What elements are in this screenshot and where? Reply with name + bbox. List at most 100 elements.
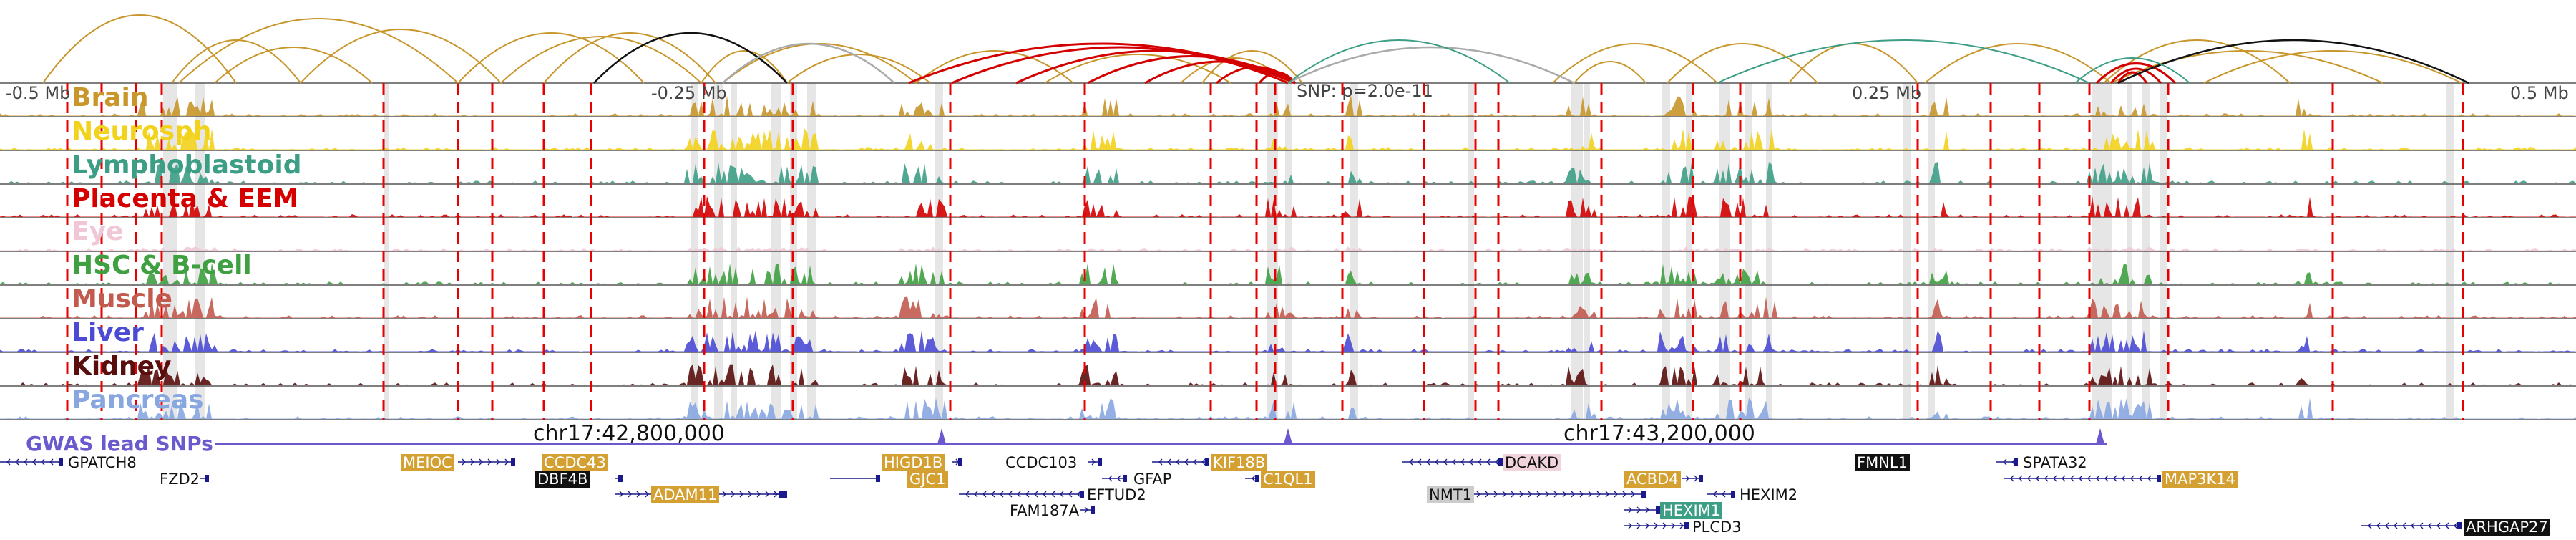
strand-chevron: [1588, 491, 1592, 498]
strand-chevron: [2070, 475, 2074, 482]
strand-chevron: [2130, 475, 2135, 482]
strand-chevron: [2139, 475, 2143, 482]
strand-chevron: [1553, 491, 1558, 498]
gene-exon: [1731, 491, 1735, 498]
gene-label-gpatch8: GPATCH8: [68, 454, 137, 471]
gene-label-acbd4: ACBD4: [1624, 471, 1681, 488]
strand-chevron: [487, 458, 492, 466]
gene-label-dbf4b: DBF4B: [535, 471, 590, 488]
gene-label-higd1b: HIGD1B: [882, 454, 945, 471]
coordinate-label-2: chr17:43,200,000: [1563, 421, 1755, 446]
gene-exon: [876, 475, 880, 482]
strand-chevron: [1622, 491, 1626, 498]
interaction-arc: [1144, 60, 1296, 85]
strand-chevron: [1502, 491, 1506, 498]
strand-chevron: [2454, 522, 2458, 529]
strand-chevron: [6, 458, 11, 466]
gwas-lead-snps-label: GWAS lead SNPs: [26, 432, 213, 455]
gene-label-kif18b: KIF18B: [1211, 454, 1268, 471]
strand-chevron: [41, 458, 45, 466]
strand-chevron: [2104, 475, 2109, 482]
gene-exon: [1080, 491, 1084, 498]
strand-chevron: [1536, 491, 1541, 498]
gene-exon: [59, 458, 63, 466]
strand-chevron: [462, 458, 466, 466]
interaction-arc: [300, 29, 502, 84]
gene-label-spata32: SPATA32: [2023, 454, 2087, 471]
strand-chevron: [1051, 491, 1055, 498]
strand-chevron: [1476, 491, 1480, 498]
strand-chevron: [1694, 475, 1698, 482]
strand-chevron: [2096, 475, 2100, 482]
strand-chevron: [2053, 475, 2057, 482]
interaction-arc: [1216, 66, 1296, 85]
track-label-kidney: Kidney: [72, 352, 172, 381]
gene-label-hexim2: HEXIM2: [1740, 486, 1798, 503]
strand-chevron: [1628, 506, 1632, 514]
gene-label-hexim1: HEXIM1: [1660, 502, 1723, 519]
strand-chevron: [1193, 458, 1197, 466]
strand-chevron: [1486, 458, 1491, 466]
strand-chevron: [1167, 458, 1171, 466]
strand-chevron: [470, 458, 474, 466]
axis-label-left-mid: -0.25 Mb: [651, 83, 727, 103]
strand-chevron: [1671, 522, 1675, 529]
strand-chevron: [756, 491, 761, 498]
strand-chevron: [1645, 522, 1649, 529]
gene-exon: [779, 491, 784, 498]
gene-exon: [511, 458, 515, 466]
strand-chevron: [2411, 522, 2415, 529]
track-label-brain: Brain: [72, 83, 149, 112]
strand-chevron: [1108, 475, 1113, 482]
coverage-track: [0, 364, 2576, 385]
strand-chevron: [15, 458, 19, 466]
strand-chevron: [645, 491, 649, 498]
strand-chevron: [2402, 522, 2406, 529]
coverage-track: [0, 296, 2576, 318]
strand-chevron: [1091, 458, 1096, 466]
gene-label-plcd3: PLCD3: [1692, 519, 1742, 536]
strand-chevron: [32, 458, 36, 466]
strand-chevron: [1614, 491, 1618, 498]
strand-chevron: [1579, 491, 1584, 498]
strand-chevron: [49, 458, 54, 466]
strand-chevron: [1662, 522, 1667, 529]
interaction-arc: [1574, 61, 1646, 84]
interaction-arc: [1924, 43, 2112, 84]
strand-chevron: [24, 458, 28, 466]
track-label-pancreas: Pancreas: [72, 385, 204, 415]
strand-chevron: [628, 491, 632, 498]
gene-exon: [1098, 458, 1102, 466]
strand-chevron: [1631, 491, 1635, 498]
strand-chevron: [1636, 506, 1641, 514]
strand-chevron: [1077, 491, 1081, 498]
axis-label-left: -0.5 Mb: [6, 83, 71, 103]
gene-label-nmt1: NMT1: [1427, 486, 1475, 503]
gene-label-adam11: ADAM11: [651, 486, 720, 503]
strand-chevron: [1645, 506, 1649, 514]
strand-chevron: [748, 491, 752, 498]
strand-chevron: [1176, 458, 1180, 466]
strand-chevron: [965, 491, 970, 498]
strand-chevron: [1722, 491, 1726, 498]
strand-chevron: [2428, 522, 2432, 529]
strand-chevron: [636, 491, 640, 498]
strand-chevron: [2445, 522, 2449, 529]
gene-exon: [2014, 458, 2018, 466]
interaction-arc: [500, 36, 702, 84]
track-label-muscle: Muscle: [72, 284, 172, 314]
gene-exon: [1255, 475, 1259, 482]
strand-chevron: [1060, 491, 1064, 498]
gene-exon: [2457, 522, 2462, 529]
strand-chevron: [2113, 475, 2117, 482]
interaction-arc: [1044, 54, 1231, 84]
coverage-track: [0, 263, 2576, 284]
interaction-arc: [2074, 57, 2190, 84]
gene-exon: [1091, 506, 1095, 514]
strand-chevron: [731, 491, 735, 498]
gene-label-dcakd: DCAKD: [1503, 454, 1561, 471]
track-label-placenta: Placenta & EEM: [72, 184, 299, 213]
gene-label-gfap: GFAP: [1133, 471, 1172, 488]
track-label-liver: Liver: [72, 318, 144, 347]
gene-label-ccdc43: CCDC43: [542, 454, 608, 471]
